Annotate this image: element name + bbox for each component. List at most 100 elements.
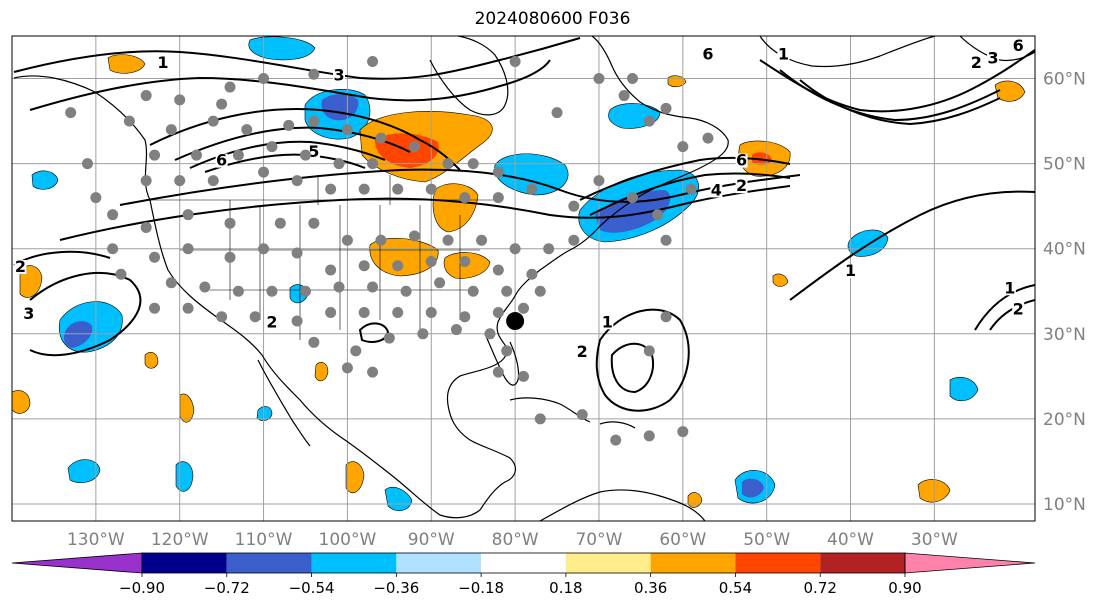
station-dot [149,302,161,314]
contour-label: 2 [266,312,277,331]
station-dot [123,115,135,127]
longitude-tick-label: 120°W [151,530,209,550]
contour-label: 2 [971,53,982,72]
contour-label-bg [735,153,748,168]
station-dot [627,73,639,85]
longitude-labels: 130°W 120°W 110°W 100°W 90°W 80°W 70°W 60°W 50°W… [67,530,958,550]
south-america-coastline [539,489,706,521]
colorbar-tick-label: −0.54 [289,579,335,597]
station-dot [182,302,194,314]
station-dot [627,192,639,204]
station-dot [677,141,689,153]
station-dot [266,285,278,297]
station-dot [299,149,311,161]
station-dot [375,234,387,246]
station-dot [534,285,546,297]
contour-label-bg [1012,302,1025,317]
station-dot [484,328,496,340]
colorbar-tick-label: −0.72 [204,579,250,597]
station-dot [476,234,488,246]
station-dot [107,243,119,255]
station-dot [165,124,177,136]
station-dot [518,302,529,314]
station-dot [358,307,370,319]
station-dot [308,336,320,348]
station-dot [652,209,664,221]
station-dot [375,132,387,144]
station-dot [107,209,119,221]
station-dot [618,90,630,102]
station-dot [367,281,379,293]
station-dot [660,234,672,246]
colorbar-bin [481,553,566,573]
contour-label-bg [22,306,35,321]
station-dot [492,166,504,178]
gridlines [12,36,1035,521]
station-dot [291,175,303,187]
longitude-tick-label: 70°W [575,530,622,550]
station-dot [333,158,345,170]
station-dot [643,345,655,357]
longitude-tick-label: 130°W [67,530,125,550]
station-dot [308,217,320,229]
latitude-labels: 60°N 50°N 40°N 30°N 20°N 10°N [1043,70,1086,515]
colorbar-tick-label: 0.90 [888,579,921,597]
contour-label: 6 [1013,36,1024,55]
station-dot [434,277,446,289]
contour-label-bg [710,183,723,198]
station-dot [325,264,337,276]
station-dot [442,234,454,246]
station-dot [392,260,404,272]
station-dot [501,345,513,357]
station-dot [308,68,320,80]
station-dot [216,98,228,110]
station-dot [165,277,177,289]
contour-label-bg [215,153,228,168]
station-dot [358,260,370,272]
negative-blob-misc [31,170,59,190]
contour-label: 1 [1004,278,1015,297]
station-dot [518,370,529,382]
station-dot [140,221,152,233]
station-dot [425,255,437,267]
contour-label: 1 [778,44,789,63]
latitude-tick-label: 20°N [1043,410,1086,430]
station-dot [643,115,655,127]
colorbar-bin [565,553,651,573]
positive-blob-misc-3 [314,362,329,382]
latitude-tick-label: 40°N [1043,240,1086,260]
station-dot [643,430,655,442]
colorbar-outline [141,552,906,574]
station-dot [459,255,471,267]
station-dot [308,115,320,127]
station-dot [492,264,504,276]
station-dot [568,200,580,212]
station-dot [241,124,253,136]
station-dot [576,409,588,421]
longitude-tick-label: 40°W [827,530,874,550]
positive-blob-greenland-tip [994,80,1026,102]
station-dot [492,366,504,378]
station-dot [232,149,244,161]
hispaniola-coastline [599,421,636,429]
colorbar-bin [396,553,482,573]
colorbar-bin [226,553,312,573]
negative-blob-pacific-south [67,459,101,483]
contour-label: 3 [988,49,999,68]
colorbar-bin [650,553,736,573]
positive-blob-pacific-s [345,461,365,494]
station-dot [685,183,697,195]
station-dot [274,217,286,229]
station-dot [417,328,429,340]
station-dot [149,251,161,263]
station-dot [383,332,395,344]
contour-label: 2 [736,176,747,195]
station-dot [140,175,152,187]
colorbar-tick-label: −0.18 [458,579,504,597]
negative-blob-tropical-core [742,478,764,498]
contour-label-bg [265,315,278,330]
contour-label: 6 [216,151,227,170]
station-dot [341,234,353,246]
station-dot [467,158,479,170]
station-dot [501,285,513,297]
